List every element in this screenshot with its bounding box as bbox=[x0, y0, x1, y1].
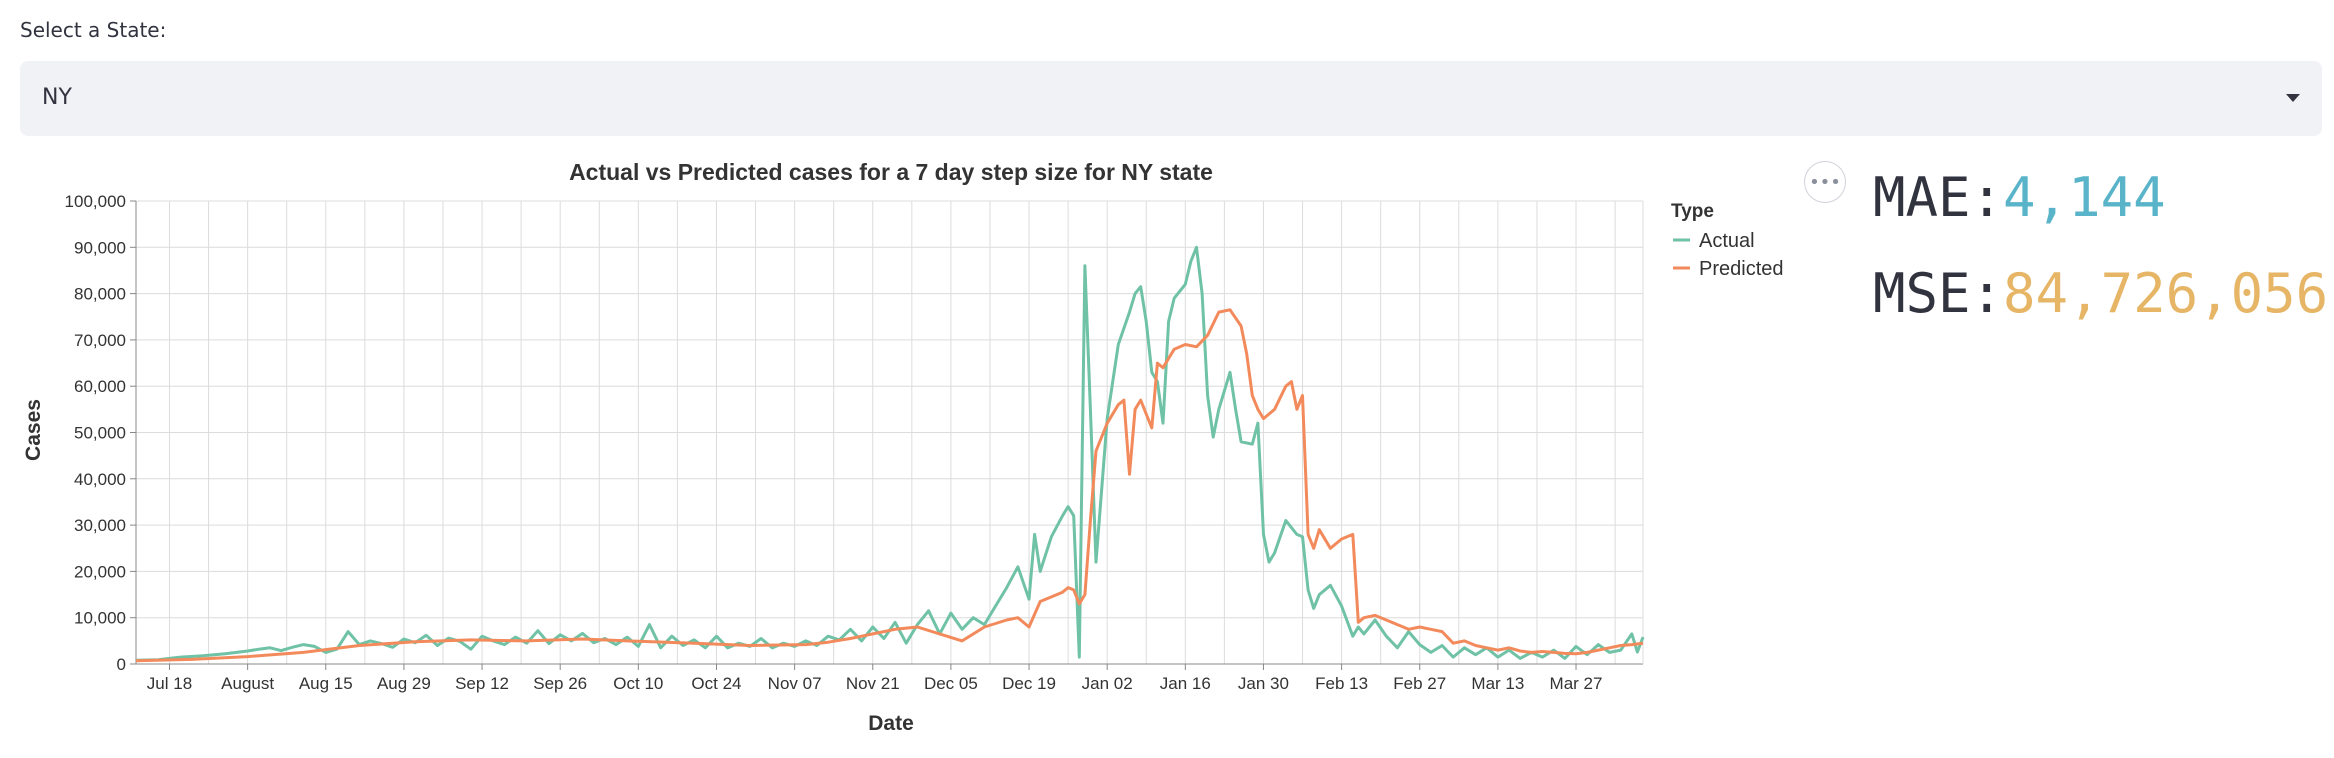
x-tick-label: Jan 30 bbox=[1238, 674, 1289, 693]
x-tick-label: Dec 19 bbox=[1002, 674, 1056, 693]
y-tick-label: 100,000 bbox=[65, 192, 126, 211]
x-tick-label: Jan 16 bbox=[1160, 674, 1211, 693]
y-tick-label: 50,000 bbox=[74, 424, 126, 443]
x-tick-label: Mar 27 bbox=[1550, 674, 1603, 693]
state-select[interactable]: NY bbox=[20, 61, 2322, 136]
series-line-actual bbox=[135, 245, 1645, 662]
x-axis-label: Date bbox=[868, 712, 914, 735]
x-tick-label: Feb 13 bbox=[1315, 674, 1368, 693]
cases-line-chart: Actual vs Predicted cases for a 7 day st… bbox=[22, 159, 1784, 735]
mse-label: MSE: bbox=[1873, 262, 2004, 325]
y-tick-label: 90,000 bbox=[74, 238, 126, 257]
x-tick-label: Mar 13 bbox=[1471, 674, 1524, 693]
ellipsis-icon: ••• bbox=[1809, 171, 1841, 193]
y-tick-label: 80,000 bbox=[74, 285, 126, 304]
y-tick-label: 20,000 bbox=[74, 562, 126, 581]
mae-label: MAE: bbox=[1873, 166, 2004, 229]
state-select-label: Select a State: bbox=[20, 18, 167, 42]
legend-label-actual: Actual bbox=[1699, 230, 1755, 252]
legend-item-actual: Actual bbox=[1673, 230, 1755, 252]
y-tick-label: 0 bbox=[117, 655, 126, 674]
chart-title: Actual vs Predicted cases for a 7 day st… bbox=[569, 159, 1213, 185]
mse-metric: MSE:84,726,056 bbox=[1873, 262, 2328, 325]
x-tick-label: Nov 21 bbox=[846, 674, 900, 693]
legend-label-predicted: Predicted bbox=[1699, 258, 1784, 280]
legend-item-predicted: Predicted bbox=[1673, 258, 1784, 280]
x-tick-label: Jul 18 bbox=[147, 674, 192, 693]
x-tick-label: Aug 15 bbox=[299, 674, 353, 693]
x-tick-label: Nov 07 bbox=[768, 674, 822, 693]
x-tick-label: Aug 29 bbox=[377, 674, 431, 693]
y-tick-label: 60,000 bbox=[74, 377, 126, 396]
state-select-value: NY bbox=[42, 85, 72, 110]
x-tick-label: Sep 26 bbox=[533, 674, 587, 693]
x-tick-label: Dec 05 bbox=[924, 674, 978, 693]
mae-value: 4,144 bbox=[2003, 166, 2166, 229]
y-axis-label: Cases bbox=[22, 399, 45, 461]
y-tick-label: 30,000 bbox=[74, 516, 126, 535]
y-tick-label: 70,000 bbox=[74, 331, 126, 350]
x-tick-label: Oct 10 bbox=[613, 674, 663, 693]
x-tick-label: August bbox=[221, 674, 274, 693]
x-tick-label: Oct 24 bbox=[691, 674, 741, 693]
x-tick-label: Jan 02 bbox=[1082, 674, 1133, 693]
mse-value: 84,726,056 bbox=[2003, 262, 2329, 325]
chevron-down-icon[interactable] bbox=[2286, 94, 2300, 102]
more-options-button[interactable]: ••• bbox=[1804, 161, 1846, 203]
x-tick-label: Sep 12 bbox=[455, 674, 509, 693]
legend-title: Type bbox=[1671, 201, 1714, 222]
x-tick-label: Feb 27 bbox=[1393, 674, 1446, 693]
series-line-predicted bbox=[135, 308, 1644, 663]
y-tick-label: 40,000 bbox=[74, 470, 126, 489]
mae-metric: MAE:4,144 bbox=[1873, 166, 2166, 229]
y-tick-label: 10,000 bbox=[74, 609, 126, 628]
